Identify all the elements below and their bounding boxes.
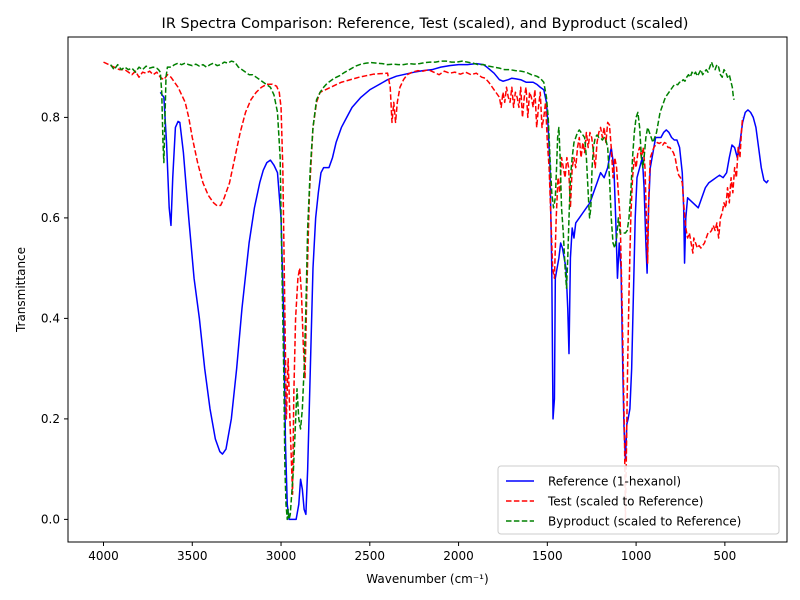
x-tick-label: 500	[713, 549, 736, 563]
legend-box	[497, 465, 780, 535]
x-tick-label: 1500	[532, 549, 563, 563]
y-tick-label: 0.0	[41, 512, 60, 526]
x-tick-label: 2500	[355, 549, 386, 563]
y-axis-label: Transmittance	[14, 247, 28, 333]
ticks-layer: 4000 3500 3000 2500 2000 1500 1000 500 0.0 0.2 0.4…	[41, 110, 736, 563]
y-tick-label: 0.8	[41, 110, 60, 124]
series-line-byproduct	[109, 60, 735, 521]
legend-label-reference: Reference (1-hexanol)	[548, 475, 681, 489]
chart-title: IR Spectra Comparison: Reference, Test (…	[162, 16, 689, 32]
y-tick-label: 0.6	[41, 211, 60, 225]
x-tick-label: 1000	[621, 549, 652, 563]
y-tick-label: 0.4	[41, 311, 60, 325]
x-tick-label: 3500	[177, 549, 208, 563]
series-line-test	[103, 61, 744, 521]
legend-label-byproduct: Byproduct (scaled to Reference)	[548, 515, 741, 529]
series-layer	[103, 60, 769, 521]
x-tick-label: 4000	[88, 549, 119, 563]
legend-label-test: Test (scaled to Reference)	[547, 495, 703, 509]
x-tick-label: 2000	[443, 549, 474, 563]
legend: Reference (1-hexanol) Test (scaled to Ref…	[497, 465, 780, 535]
plot-frame	[67, 36, 788, 543]
x-axis-label: Wavenumber (cm⁻¹)	[366, 572, 488, 586]
y-tick-label: 0.2	[41, 412, 60, 426]
x-tick-label: 3000	[266, 549, 297, 563]
